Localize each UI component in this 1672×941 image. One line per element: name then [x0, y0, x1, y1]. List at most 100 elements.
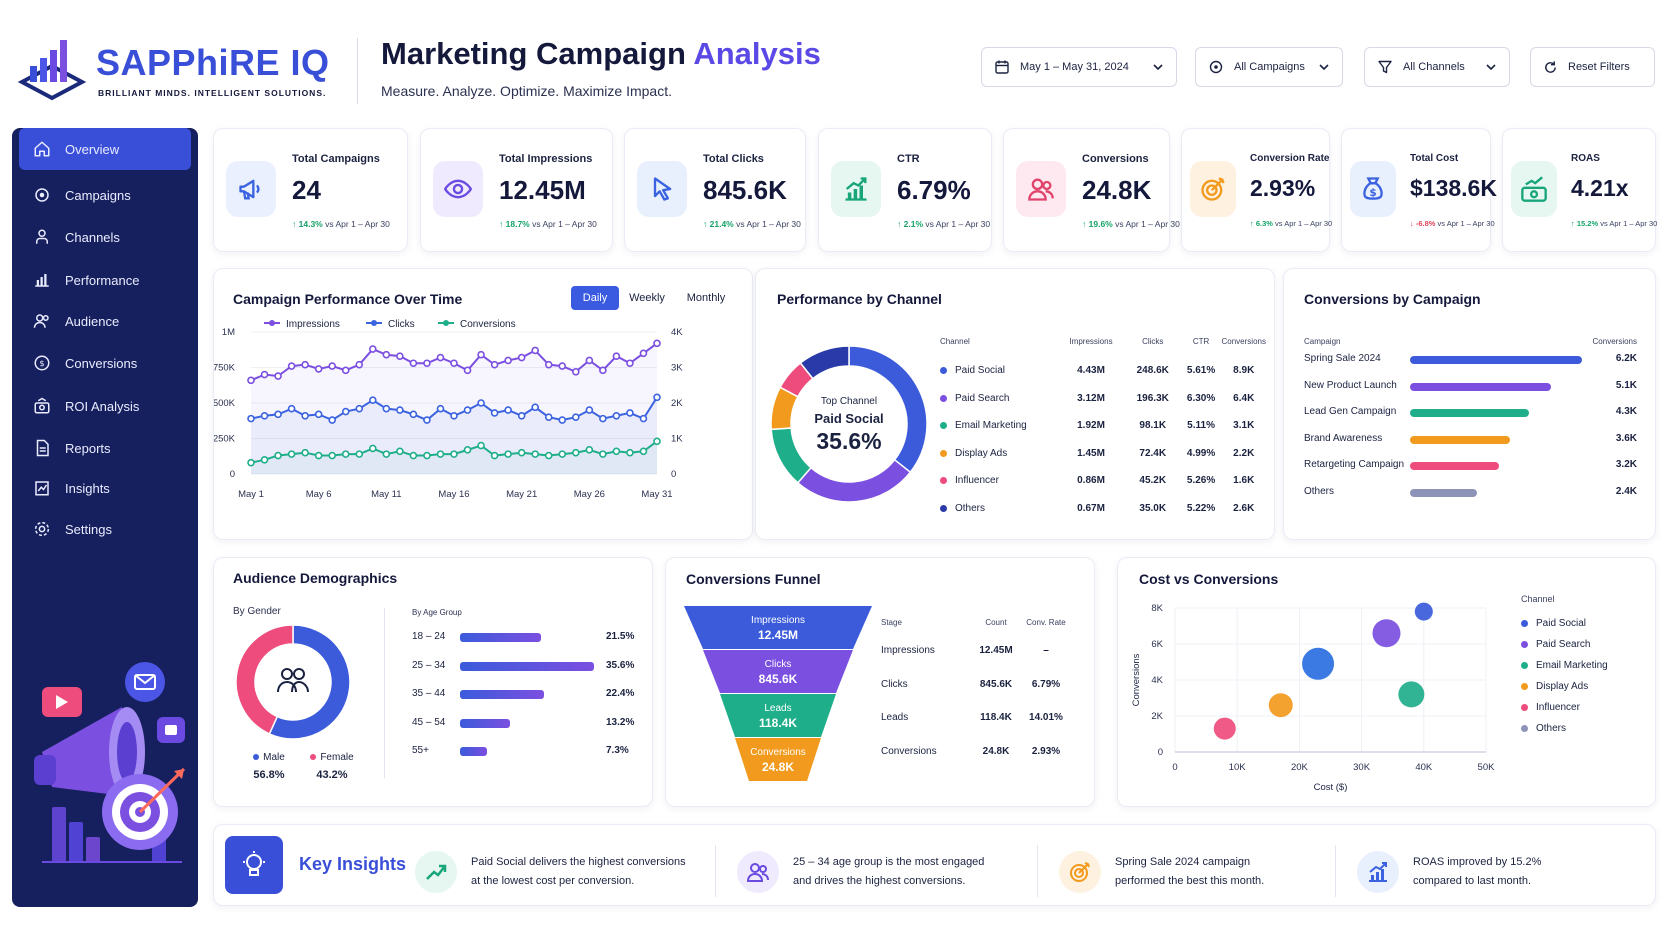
data-point	[396, 447, 404, 456]
kpi-card-roas[interactable]: ROAS 4.21x ↑ 15.2% vs Apr 1 – Apr 30	[1502, 128, 1657, 252]
cell-ctr: 6.30%	[1186, 392, 1216, 404]
sidebar-item-audience[interactable]: Audience	[19, 300, 191, 342]
kpi-card-conversions[interactable]: Conversions 24.8K ↑ 19.6% vs Apr 1 – Apr 3…	[1003, 128, 1180, 252]
funnel-stage-name: Clicks	[764, 659, 792, 670]
campaigns-filter[interactable]: All Campaigns	[1195, 47, 1343, 87]
cell-ctr: 5.26%	[1186, 475, 1216, 487]
age-bar[interactable]	[460, 747, 488, 756]
campaign-value: 6.2K	[1615, 353, 1637, 364]
legend-dot	[1521, 619, 1528, 627]
insight-line-1: ROAS improved by 15.2%	[1413, 856, 1542, 868]
sidebar-item-channels[interactable]: Channels	[19, 216, 191, 258]
sidebar-item-conversions[interactable]: $ Conversions	[19, 342, 191, 384]
insight-item[interactable]: Spring Sale 2024 campaign performed the b…	[1059, 841, 1345, 903]
funnel-stage-leads[interactable]	[720, 694, 836, 737]
funnel-row-rate: –	[1043, 645, 1049, 656]
legend-item[interactable]: Email Marketing	[1521, 660, 1608, 671]
legend-item[interactable]: Paid Search	[1521, 639, 1590, 650]
toggle-monthly[interactable]: Monthly	[686, 292, 726, 304]
sidebar-item-insights[interactable]: Insights	[19, 467, 191, 509]
slice-paid-search[interactable]	[796, 458, 912, 503]
kpi-value: 6.79%	[897, 175, 971, 205]
campaign-bar[interactable]	[1410, 488, 1477, 497]
reset-filters-button[interactable]: Reset Filters	[1530, 47, 1655, 87]
table-row[interactable]: Paid Social 4.43M 248.6K 5.61% 8.9K	[940, 357, 1266, 385]
age-bar[interactable]	[460, 718, 510, 728]
bubble-paid-search[interactable]	[1372, 619, 1401, 648]
channels-filter[interactable]: All Channels	[1364, 47, 1510, 87]
insight-item[interactable]: ROAS improved by 15.2% compared to last m…	[1357, 841, 1643, 903]
y-left-tick: 750K	[214, 363, 236, 374]
campaign-bar[interactable]	[1410, 435, 1510, 444]
legend-item[interactable]: Paid Social	[1521, 618, 1586, 629]
data-point	[341, 366, 350, 375]
bubble-email-marketing[interactable]	[1398, 681, 1425, 708]
cell-conversions: 6.4K	[1233, 392, 1255, 404]
data-point	[450, 450, 458, 458]
bubble-display-ads[interactable]	[1268, 693, 1293, 718]
sidebar-item-roi-analysis[interactable]: ROI Analysis	[19, 385, 191, 427]
table-row[interactable]: Display Ads 1.45M 72.4K 4.99% 2.2K	[940, 440, 1266, 468]
slice-others[interactable]	[799, 345, 850, 380]
data-point	[544, 451, 553, 460]
legend-item[interactable]: Display Ads	[1521, 681, 1588, 692]
data-point	[653, 437, 661, 446]
users-icon	[277, 668, 309, 693]
slice-female[interactable]	[235, 624, 294, 735]
campaign-filter-icon	[1209, 60, 1223, 74]
toggle-weekly[interactable]: Weekly	[629, 292, 665, 304]
table-row[interactable]: Influencer 0.86M 45.2K 5.26% 1.6K	[940, 467, 1266, 495]
marketing-illustration	[34, 662, 186, 863]
insight-item[interactable]: Paid Social delivers the highest convers…	[415, 841, 701, 903]
data-point	[504, 406, 512, 414]
settings-icon	[34, 521, 50, 537]
legend-item[interactable]: Influencer	[1521, 702, 1580, 713]
sidebar-item-reports[interactable]: Reports	[19, 427, 191, 469]
kpi-card-conversion-rate[interactable]: Conversion Rate 2.93% ↑ 6.3% vs Apr 1 – Ap…	[1181, 128, 1332, 252]
toggle-daily[interactable]: Daily	[571, 286, 619, 310]
bubble-others[interactable]	[1302, 647, 1335, 680]
data-point	[423, 451, 431, 460]
channel-cell: Influencer	[940, 467, 1057, 495]
sidebar-item-campaigns[interactable]: Campaigns	[19, 174, 191, 216]
kpi-icon-box	[226, 161, 276, 217]
legend-item[interactable]: Others	[1521, 723, 1566, 734]
insight-icon-circle	[737, 851, 779, 893]
sidebar-item-performance[interactable]: Performance	[19, 259, 191, 301]
brand-logo[interactable]: SAPPhiRE IQ BRILLIANT MINDS. INTELLIGENT…	[16, 36, 336, 108]
kpi-card-total-impressions[interactable]: Total Impressions 12.45M ↑ 18.7% vs Apr 1 …	[420, 128, 613, 252]
funnel-stage-clicks[interactable]	[703, 650, 853, 693]
cell-ctr: 5.22%	[1186, 502, 1216, 514]
campaign-value: 3.2K	[1615, 459, 1637, 470]
legend-clicks[interactable]: Clicks	[366, 319, 415, 330]
bubble-paid-social[interactable]	[1414, 602, 1433, 621]
legend-impressions[interactable]: Impressions	[264, 319, 340, 330]
campaign-bar[interactable]	[1410, 409, 1530, 417]
bubble-influencer[interactable]	[1213, 717, 1236, 740]
legend-conversions[interactable]: Conversions	[438, 319, 516, 330]
campaign-bar[interactable]	[1410, 462, 1499, 470]
table-row[interactable]: Paid Search 3.12M 196.3K 6.30% 6.4K	[940, 385, 1266, 413]
age-bar[interactable]	[460, 633, 541, 642]
kpi-card-total-clicks[interactable]: Total Clicks 845.6K ↑ 21.4% vs Apr 1 – Apr…	[624, 128, 806, 252]
insight-item[interactable]: 25 – 34 age group is the most engaged and…	[737, 841, 1023, 903]
campaign-bar[interactable]	[1410, 382, 1552, 391]
age-bar[interactable]	[460, 690, 545, 699]
kpi-card-total-campaigns[interactable]: Total Campaigns 24 ↑ 14.3% vs Apr 1 – Apr …	[213, 128, 408, 252]
date-range-filter[interactable]: May 1 – May 31, 2024	[981, 47, 1177, 87]
slice-male[interactable]	[268, 624, 351, 740]
table-row[interactable]: Others 0.67M 35.0K 5.22% 2.6K	[940, 495, 1266, 523]
funnel-stage-impressions[interactable]	[684, 606, 872, 649]
sidebar-item-overview[interactable]: Overview	[19, 128, 191, 170]
kpi-card-ctr[interactable]: CTR 6.79% ↑ 2.1% vs Apr 1 – Apr 30	[818, 128, 992, 252]
age-bar[interactable]	[460, 661, 594, 671]
campaign-bar[interactable]	[1410, 356, 1582, 364]
svg-text:$: $	[39, 358, 44, 368]
table-row[interactable]: Email Marketing 1.92M 98.1K 5.11% 3.1K	[940, 412, 1266, 440]
sidebar-item-settings[interactable]: Settings	[19, 508, 191, 550]
data-point	[585, 446, 594, 454]
cursor-icon	[653, 177, 672, 201]
funnel-stage-conversions[interactable]	[735, 738, 821, 781]
x-tick: 40K	[1415, 762, 1433, 773]
kpi-card-total-cost[interactable]: $ Total Cost $138.6K ↓ -6.8% vs Apr 1 – Apr…	[1341, 128, 1497, 252]
